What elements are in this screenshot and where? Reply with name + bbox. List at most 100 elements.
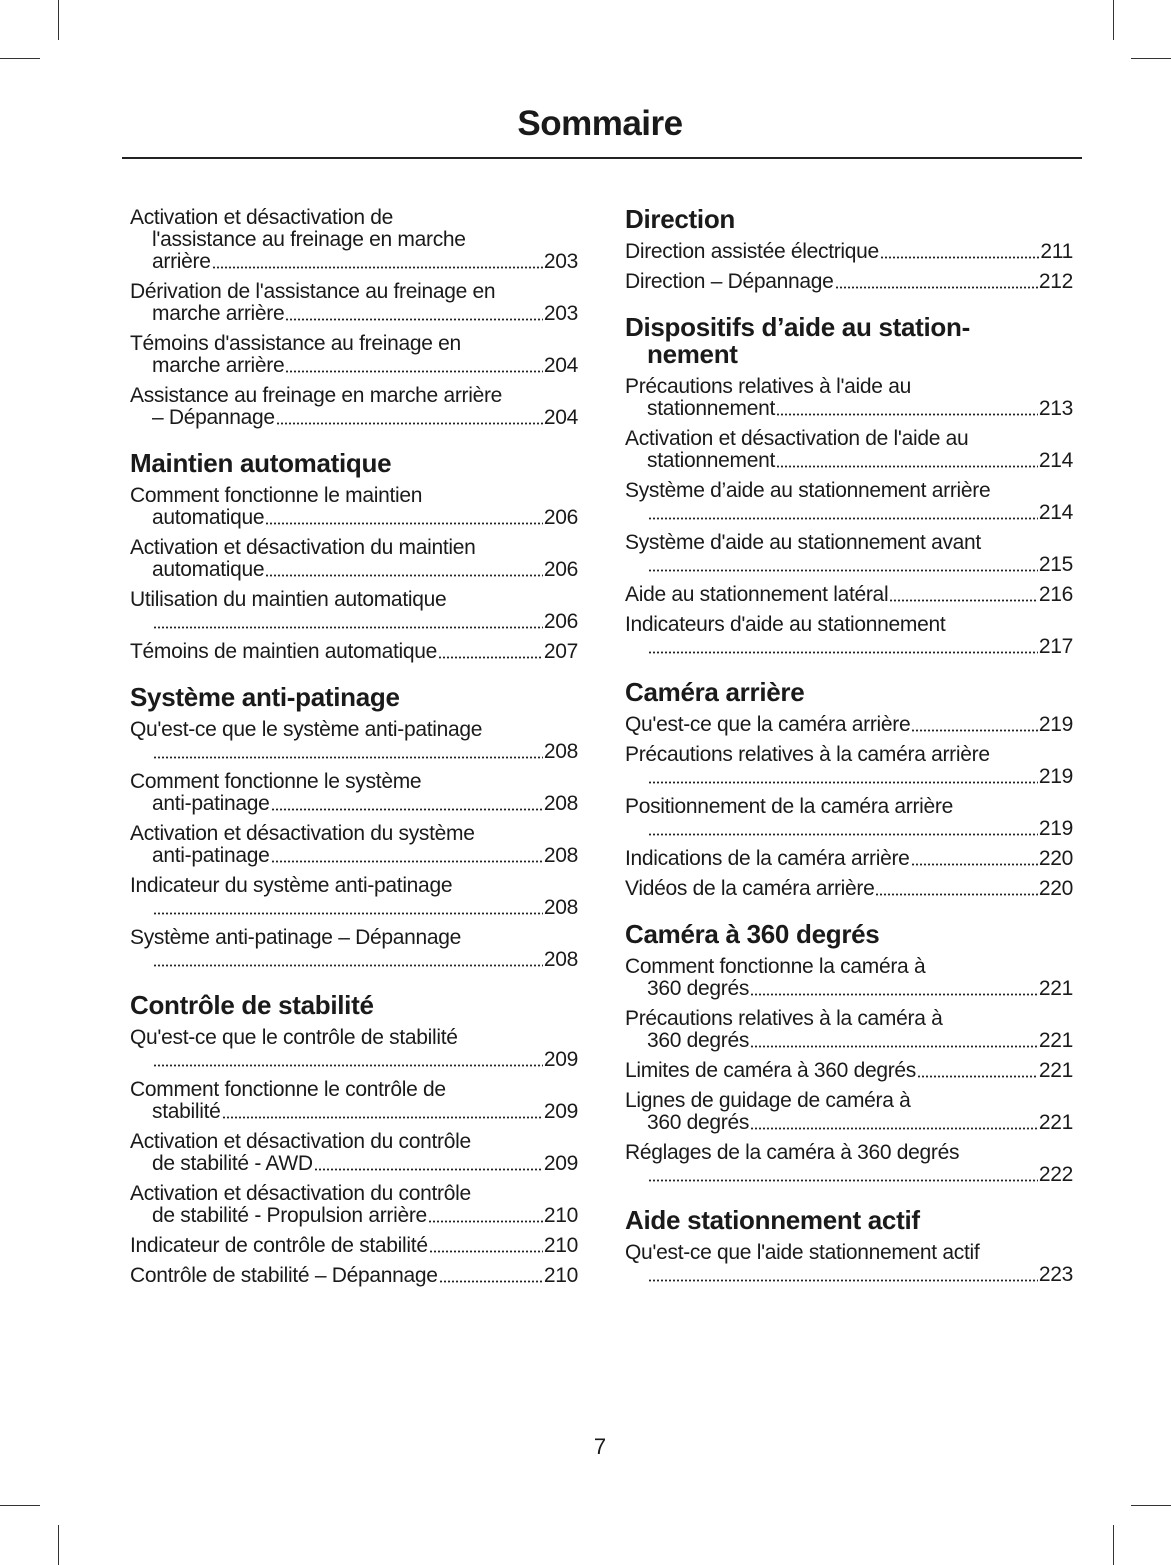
toc-entry-text: Réglages de la caméra à 360 degrés [625, 1141, 960, 1164]
toc-entry-text: Système d'aide au stationnement avant [625, 531, 981, 554]
toc-entry-text: Comment fonctionne le contrôle de [130, 1078, 446, 1101]
toc-page-number: 210 [543, 1204, 578, 1227]
toc-entry-line: Comment fonctionne le système [130, 771, 578, 793]
toc-entry[interactable]: Direction – Dépannage 212 [625, 271, 1073, 293]
toc-page-number: 214 [1038, 501, 1073, 524]
toc-entry-text: Comment fonctionne le système [130, 770, 422, 793]
toc-entry[interactable]: Précautions relatives à l'aide au station… [625, 376, 1073, 420]
toc-entry-text: Précautions relatives à la caméra arrièr… [625, 743, 990, 766]
toc-entry-text: Direction – Dépannage [625, 270, 834, 293]
section-heading: Caméra à 360 degrés [625, 921, 1073, 948]
toc-entry[interactable]: Réglages de la caméra à 360 degrés 222 [625, 1142, 1073, 1186]
toc-entry-line: marche arrière 203 [130, 303, 578, 325]
toc-entry[interactable]: Comment fonctionne le système anti-patina… [130, 771, 578, 815]
crop-mark [58, 1525, 59, 1565]
toc-entry-line: Activation et désactivation de [130, 207, 578, 229]
toc-entry-text: Aide au stationnement latéral [625, 583, 889, 606]
toc-page-number: 206 [543, 506, 578, 529]
section-heading: Caméra arrière [625, 679, 1073, 706]
toc-entry[interactable]: Direction assistée électrique 211 [625, 241, 1073, 263]
dot-leader [153, 949, 543, 971]
toc-entry[interactable]: Qu'est-ce que la caméra arrière 219 [625, 714, 1073, 736]
toc-entry[interactable]: Activation et désactivation de l'assistan… [130, 207, 578, 273]
toc-entry[interactable]: Activation et désactivation du système an… [130, 823, 578, 867]
toc-entry[interactable]: Activation et désactivation du contrôle d… [130, 1183, 578, 1227]
toc-entry[interactable]: Indications de la caméra arrière 220 [625, 848, 1073, 870]
toc-entry-line: Indicateur de contrôle de stabilité 210 [130, 1235, 578, 1257]
toc-entry-line: anti-patinage 208 [130, 845, 578, 867]
toc-entry-line: 208 [130, 741, 578, 763]
dot-leader [910, 848, 1038, 870]
toc-entry[interactable]: Dérivation de l'assistance au freinage e… [130, 281, 578, 325]
toc-entry[interactable]: Positionnement de la caméra arrière 219 [625, 796, 1073, 840]
toc-entry[interactable]: Indicateur de contrôle de stabilité 210 [130, 1235, 578, 1257]
dot-leader [427, 1205, 543, 1227]
toc-page-number: 207 [543, 640, 578, 663]
toc-entry-line: Lignes de guidage de caméra à [625, 1090, 1073, 1112]
dot-leader [875, 878, 1038, 900]
toc-entry-line: Activation et désactivation du contrôle [130, 1131, 578, 1153]
toc-entry-text: Activation et désactivation de l'aide au [625, 427, 969, 450]
toc-entry-text: Limites de caméra à 360 degrés [625, 1059, 916, 1082]
toc-entry-text: Témoins d'assistance au freinage en [130, 332, 461, 355]
toc-entry-line: Qu'est-ce que le contrôle de stabilité [130, 1027, 578, 1049]
toc-entry[interactable]: Activation et désactivation du maintien a… [130, 537, 578, 581]
toc-entry[interactable]: Qu'est-ce que le contrôle de stabilité 20… [130, 1027, 578, 1071]
toc-entry[interactable]: Contrôle de stabilité – Dépannage 210 [130, 1265, 578, 1287]
toc-page-number: 210 [543, 1264, 578, 1287]
section-heading-text: Système anti-patinage [130, 682, 400, 712]
dot-leader [221, 1101, 543, 1123]
dot-leader [270, 845, 543, 867]
toc-entry[interactable]: Système anti-patinage – Dépannage 208 [130, 927, 578, 971]
toc-entry[interactable]: Activation et désactivation du contrôle d… [130, 1131, 578, 1175]
crop-mark [1113, 0, 1114, 40]
toc-entry[interactable]: Comment fonctionne le maintien automatiqu… [130, 485, 578, 529]
toc-entry[interactable]: Aide au stationnement latéral 216 [625, 584, 1073, 606]
dot-leader [313, 1153, 543, 1175]
toc-entry-text: Indicateurs d'aide au stationnement [625, 613, 946, 636]
toc-entry[interactable]: Précautions relatives à la caméra arrièr… [625, 744, 1073, 788]
dot-leader [153, 741, 543, 763]
toc-entry[interactable]: Activation et désactivation de l'aide au… [625, 428, 1073, 472]
toc-entry[interactable]: Comment fonctionne le contrôle de stabili… [130, 1079, 578, 1123]
toc-entry-text: Activation et désactivation du système [130, 822, 475, 845]
toc-entry[interactable]: Indicateurs d'aide au stationnement 217 [625, 614, 1073, 658]
toc-entry-line: automatique 206 [130, 559, 578, 581]
toc-entry-line: automatique 206 [130, 507, 578, 529]
toc-entry-text: Indicateur du système anti-patinage [130, 874, 453, 897]
toc-entry[interactable]: Vidéos de la caméra arrière 220 [625, 878, 1073, 900]
toc-entry[interactable]: Qu'est-ce que l'aide stationnement actif… [625, 1242, 1073, 1286]
toc-entry[interactable]: Précautions relatives à la caméra à 360 d… [625, 1008, 1073, 1052]
toc-entry-text: anti-patinage [152, 844, 270, 867]
toc-entry-line: Qu'est-ce que le système anti-patinage [130, 719, 578, 741]
toc-entry[interactable]: Utilisation du maintien automatique 206 [130, 589, 578, 633]
toc-entry[interactable]: Témoins de maintien automatique 207 [130, 641, 578, 663]
toc-entry[interactable]: Qu'est-ce que le système anti-patinage 20… [130, 719, 578, 763]
toc-entry-text: de stabilité - Propulsion arrière [152, 1204, 427, 1227]
toc-entry[interactable]: Indicateur du système anti-patinage 208 [130, 875, 578, 919]
toc-entry[interactable]: Assistance au freinage en marche arrière… [130, 385, 578, 429]
toc-entry[interactable]: Système d’aide au stationnement arrière 2… [625, 480, 1073, 524]
toc-entry-text: l'assistance au freinage en marche [152, 228, 466, 251]
section-heading-text: Caméra à 360 degrés [625, 919, 880, 949]
section-heading-text: Contrôle de stabilité [130, 990, 374, 1020]
toc-entry[interactable]: Système d'aide au stationnement avant 215 [625, 532, 1073, 576]
dot-leader [648, 502, 1038, 524]
dot-leader [211, 251, 543, 273]
toc-entry-line: – Dépannage 204 [130, 407, 578, 429]
toc-page-number: 216 [1038, 583, 1073, 606]
dot-leader [648, 636, 1038, 658]
toc-entry[interactable]: Témoins d'assistance au freinage en march… [130, 333, 578, 377]
toc-entry[interactable]: Limites de caméra à 360 degrés 221 [625, 1060, 1073, 1082]
dot-leader [750, 1112, 1038, 1134]
toc-entry-text: Dérivation de l'assistance au freinage e… [130, 280, 496, 303]
toc-entry[interactable]: Lignes de guidage de caméra à 360 degrés 2… [625, 1090, 1073, 1134]
toc-page-number: 219 [1038, 765, 1073, 788]
toc-entry-line: l'assistance au freinage en marche [130, 229, 578, 251]
toc-page-number: 213 [1038, 397, 1073, 420]
toc-entry-line: Positionnement de la caméra arrière [625, 796, 1073, 818]
toc-entry[interactable]: Comment fonctionne la caméra à 360 degrés… [625, 956, 1073, 1000]
page-title: Sommaire [517, 104, 683, 143]
dot-leader [750, 978, 1038, 1000]
dot-leader [776, 398, 1038, 420]
